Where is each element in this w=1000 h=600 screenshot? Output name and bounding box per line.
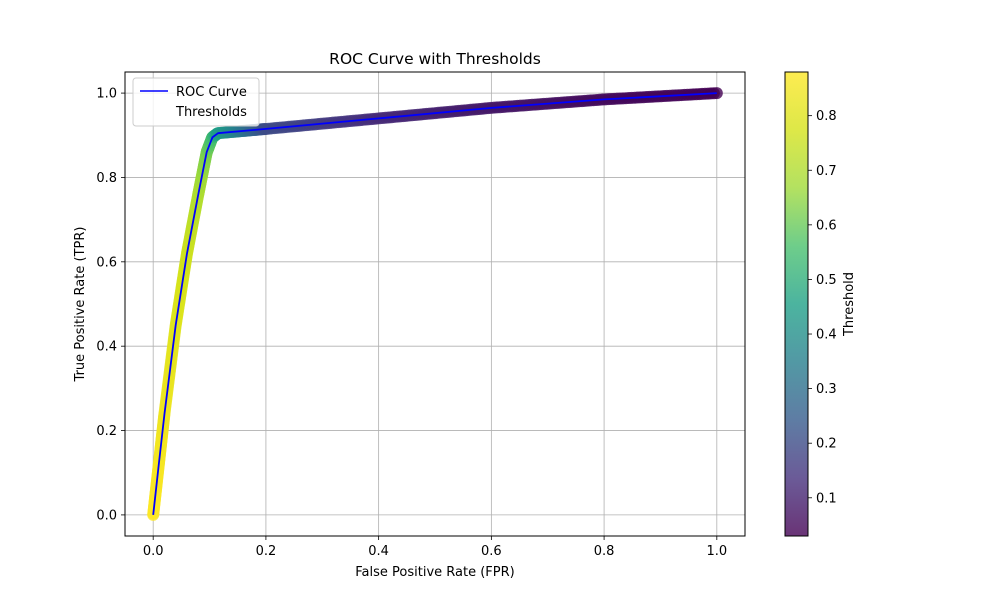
colorbar-tick-label: 0.7 [816, 164, 837, 179]
colorbar-tick-label: 0.2 [816, 437, 837, 452]
y-tick-label: 0.8 [96, 171, 117, 186]
x-axis-label: False Positive Rate (FPR) [355, 565, 514, 580]
y-tick-label: 0.0 [96, 508, 117, 523]
legend-thresholds-label: Thresholds [175, 105, 247, 120]
colorbar-tick-label: 0.3 [816, 382, 837, 397]
colorbar-tick-label: 0.8 [816, 109, 837, 124]
y-tick-label: 0.2 [96, 424, 117, 439]
y-axis: 0.0 0.2 0.4 0.6 0.8 1.0 [96, 87, 125, 523]
grid [125, 72, 745, 536]
colorbar-tick-label: 0.4 [816, 328, 837, 343]
colorbar-tick-label: 0.6 [816, 218, 837, 233]
x-tick-label: 1.0 [706, 544, 727, 559]
x-axis: 0.0 0.2 0.4 0.6 0.8 1.0 [143, 536, 727, 559]
y-axis-label: True Positive Rate (TPR) [73, 227, 88, 383]
colorbar-ticks: 0.1 0.2 0.3 0.4 0.5 0.6 0.7 0.8 [808, 109, 837, 506]
colorbar-frame [784, 71, 809, 537]
legend-roc-label: ROC Curve [176, 85, 247, 100]
y-tick-label: 0.4 [96, 340, 117, 355]
threshold-point [710, 87, 723, 100]
legend-box [132, 77, 260, 127]
legend: ROC Curve Thresholds [132, 77, 260, 127]
chart-title: ROC Curve with Thresholds [329, 50, 541, 68]
x-tick-label: 0.4 [368, 544, 389, 559]
x-tick-label: 0.8 [594, 544, 615, 559]
colorbar-label: Threshold [842, 272, 857, 337]
x-tick-label: 0.2 [256, 544, 277, 559]
colorbar-gradient [785, 72, 808, 536]
plot-frame [124, 71, 746, 537]
y-tick-label: 0.6 [96, 255, 117, 270]
y-tick-label: 1.0 [96, 87, 117, 102]
data-layer [147, 87, 723, 521]
x-tick-label: 0.6 [481, 544, 502, 559]
colorbar-tick-label: 0.5 [816, 273, 837, 288]
colorbar: 0.1 0.2 0.3 0.4 0.5 0.6 0.7 0.8 Threshold [784, 71, 857, 537]
x-tick-label: 0.0 [143, 544, 164, 559]
roc-curve-line [152, 92, 717, 515]
colorbar-tick-label: 0.1 [816, 491, 837, 506]
